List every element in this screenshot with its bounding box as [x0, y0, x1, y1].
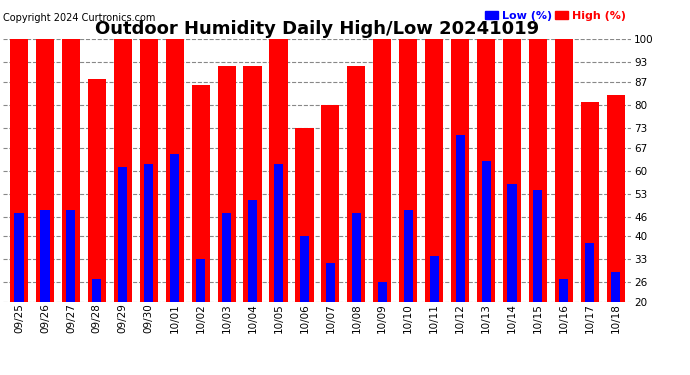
Bar — [581, 102, 599, 302]
Bar — [322, 105, 339, 302]
Bar — [399, 39, 417, 302]
Bar — [300, 236, 309, 302]
Bar — [455, 135, 464, 302]
Bar — [144, 164, 153, 302]
Bar — [451, 39, 469, 302]
Text: Copyright 2024 Curtronics.com: Copyright 2024 Curtronics.com — [3, 13, 156, 23]
Bar — [36, 39, 54, 302]
Bar — [269, 39, 288, 302]
Legend: Low (%), High (%): Low (%), High (%) — [485, 11, 626, 21]
Bar — [555, 39, 573, 302]
Bar — [482, 161, 491, 302]
Bar — [352, 213, 361, 302]
Bar — [92, 279, 101, 302]
Bar — [244, 66, 262, 302]
Bar — [326, 262, 335, 302]
Bar — [222, 213, 231, 302]
Bar — [377, 282, 387, 302]
Bar — [295, 128, 313, 302]
Bar — [533, 190, 542, 302]
Bar — [196, 259, 205, 302]
Bar — [217, 66, 236, 302]
Bar — [192, 86, 210, 302]
Bar — [248, 200, 257, 302]
Bar — [507, 184, 517, 302]
Bar — [274, 164, 283, 302]
Bar — [66, 210, 75, 302]
Bar — [118, 167, 128, 302]
Bar — [585, 243, 594, 302]
Bar — [14, 213, 23, 302]
Bar — [41, 210, 50, 302]
Bar — [430, 256, 439, 302]
Bar — [425, 39, 443, 302]
Bar — [503, 39, 521, 302]
Title: Outdoor Humidity Daily High/Low 20241019: Outdoor Humidity Daily High/Low 20241019 — [95, 20, 540, 38]
Bar — [611, 272, 620, 302]
Bar — [560, 279, 569, 302]
Bar — [166, 39, 184, 302]
Bar — [139, 39, 158, 302]
Bar — [62, 39, 80, 302]
Bar — [10, 39, 28, 302]
Bar — [404, 210, 413, 302]
Bar — [607, 95, 625, 302]
Bar — [114, 39, 132, 302]
Bar — [373, 39, 391, 302]
Bar — [88, 79, 106, 302]
Bar — [477, 39, 495, 302]
Bar — [529, 39, 547, 302]
Bar — [170, 154, 179, 302]
Bar — [347, 66, 366, 302]
